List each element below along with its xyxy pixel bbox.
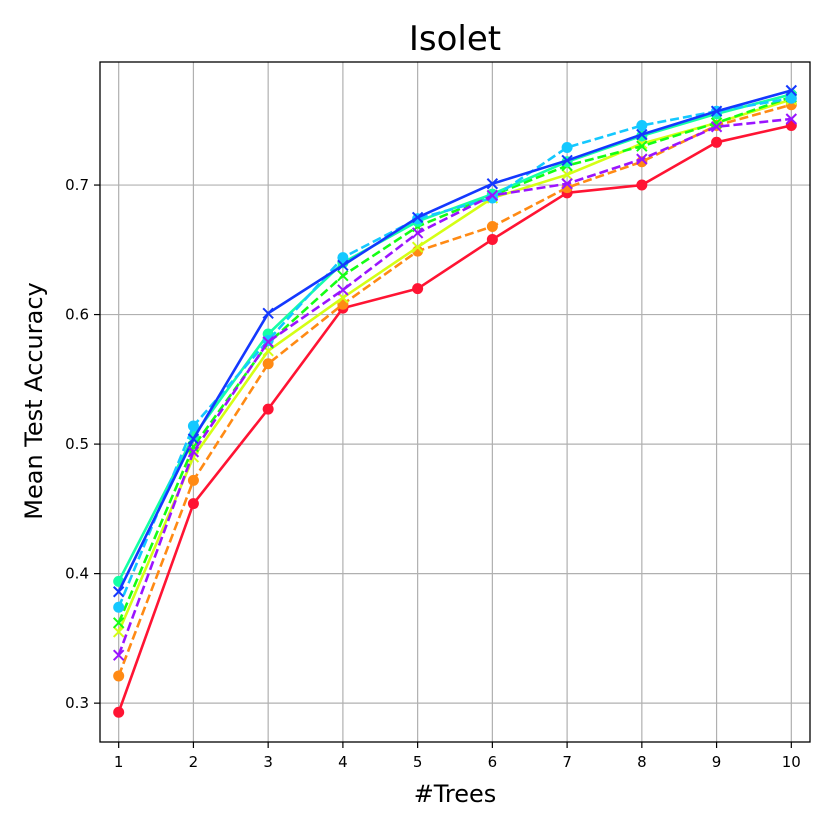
data-point xyxy=(636,153,648,165)
x-tick-label: 8 xyxy=(637,753,647,771)
x-tick-label: 3 xyxy=(263,753,273,771)
series-line xyxy=(117,124,792,713)
data-point xyxy=(486,233,498,245)
data-point xyxy=(486,178,499,190)
data-point xyxy=(561,168,573,181)
data-point xyxy=(113,706,125,718)
series-line xyxy=(117,89,792,593)
data-point xyxy=(412,283,424,295)
x-tick-label: 6 xyxy=(488,753,498,771)
data-point xyxy=(486,189,499,202)
data-point xyxy=(710,105,723,117)
series-8 xyxy=(112,113,798,661)
data-point xyxy=(411,227,424,239)
data-point xyxy=(262,403,274,415)
data-point xyxy=(486,220,498,232)
data-point xyxy=(112,649,125,661)
data-point xyxy=(785,92,797,104)
y-axis-ticks: 0.3 0.4 0.5 0.6 0.7 xyxy=(65,176,100,712)
data-point xyxy=(113,601,125,613)
x-axis-ticks: 1 2 3 4 5 6 7 8 9 10 xyxy=(114,742,801,771)
data-point xyxy=(486,192,498,204)
x-tick-label: 7 xyxy=(562,753,572,771)
data-point xyxy=(561,141,573,153)
data-point xyxy=(636,128,648,141)
data-point xyxy=(710,117,723,129)
data-point xyxy=(710,121,723,133)
data-point xyxy=(636,140,648,152)
data-point xyxy=(785,84,798,97)
x-tick-label: 9 xyxy=(712,753,722,771)
chart-title: Isolet xyxy=(409,19,501,59)
series-layer xyxy=(112,84,798,718)
data-point xyxy=(262,336,274,348)
data-point xyxy=(187,433,200,445)
y-tick-label: 0.4 xyxy=(65,565,89,583)
series-line xyxy=(117,96,792,608)
data-point xyxy=(112,586,125,598)
data-point xyxy=(411,241,424,253)
data-point xyxy=(711,136,723,148)
data-point xyxy=(337,284,349,296)
data-point xyxy=(112,626,125,638)
y-tick-label: 0.5 xyxy=(65,435,89,453)
data-point xyxy=(337,270,349,282)
y-axis-title: Mean Test Accuracy xyxy=(20,282,48,519)
y-tick-label: 0.3 xyxy=(65,694,89,712)
data-point xyxy=(187,498,199,510)
data-point xyxy=(337,259,349,272)
y-tick-label: 0.6 xyxy=(65,306,89,324)
x-axis-title: #Trees xyxy=(414,780,497,808)
data-point xyxy=(187,420,199,432)
data-point xyxy=(337,252,349,264)
data-point xyxy=(636,179,648,191)
x-tick-label: 1 xyxy=(114,753,124,771)
data-point xyxy=(113,670,125,682)
x-tick-label: 5 xyxy=(413,753,423,771)
data-point xyxy=(187,474,199,486)
data-point xyxy=(187,446,200,458)
x-tick-label: 10 xyxy=(782,753,801,771)
data-point xyxy=(636,119,648,131)
x-tick-label: 2 xyxy=(189,753,199,771)
data-point xyxy=(262,307,274,319)
data-point xyxy=(262,358,274,370)
y-tick-label: 0.7 xyxy=(65,176,89,194)
data-point xyxy=(785,113,798,125)
data-point xyxy=(411,211,424,224)
series-7 xyxy=(112,84,798,598)
series-line xyxy=(117,117,792,656)
data-point xyxy=(561,154,573,167)
series-line xyxy=(117,95,792,624)
series-line xyxy=(117,103,792,677)
data-point xyxy=(112,617,125,629)
x-tick-label: 4 xyxy=(338,753,348,771)
data-point xyxy=(561,178,573,190)
plot-frame xyxy=(99,61,811,743)
grid xyxy=(100,62,810,742)
